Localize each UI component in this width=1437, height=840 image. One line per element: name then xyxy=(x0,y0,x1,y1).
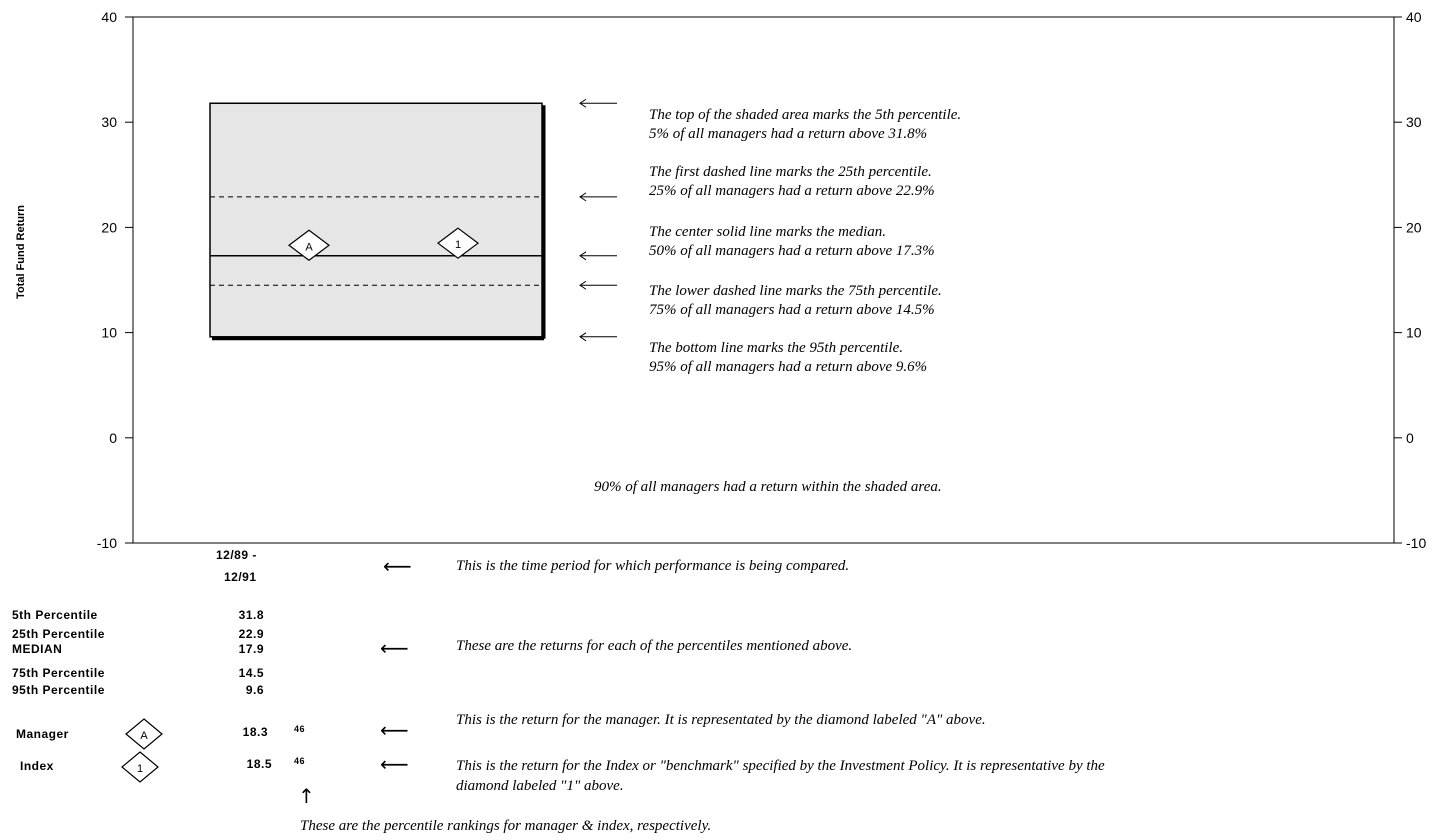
manager-diamond-icon: A xyxy=(125,718,163,750)
annotation-line2-2: 50% of all managers had a return above 1… xyxy=(649,243,935,259)
index-note-line2: diamond labeled "1" above. xyxy=(456,778,624,794)
y-tick-label-right: 10 xyxy=(1406,325,1422,341)
row-label-p95: 95th Percentile xyxy=(12,683,105,697)
row-value-p95: 9.6 xyxy=(245,683,264,697)
annotations: The top of the shaded area marks the 5th… xyxy=(579,98,961,375)
row-value-median: 17.9 xyxy=(238,642,264,656)
row-value-p25: 22.9 xyxy=(238,627,264,641)
y-axis-label: Total Fund Return xyxy=(15,205,27,299)
row-value-p75: 14.5 xyxy=(238,666,264,680)
annotation-arrowhead-2 xyxy=(579,251,587,261)
y-tick-label-right: 0 xyxy=(1406,430,1414,446)
y-tick-label-left: -10 xyxy=(97,535,117,551)
row-value-p5: 31.8 xyxy=(238,608,264,622)
marker-label-1: 1 xyxy=(455,239,461,251)
shaded-range-5th-95th xyxy=(209,102,543,338)
period-arrow-icon: ⟵ xyxy=(383,554,412,578)
percentiles-note: These are the returns for each of the pe… xyxy=(456,638,853,654)
manager-note: This is the return for the manager. It i… xyxy=(456,712,986,728)
period-label-line1: 12/89 - xyxy=(216,548,257,562)
y-tick-label-right: 30 xyxy=(1406,114,1422,130)
y-axis-left: -10 0 10 20 30 40 xyxy=(97,9,133,551)
annotation-line1-0: The top of the shaded area marks the 5th… xyxy=(649,107,961,123)
svg-text:A: A xyxy=(140,730,148,742)
manager-label: Manager xyxy=(16,727,69,741)
row-label-p75: 75th Percentile xyxy=(12,666,105,680)
index-label: Index xyxy=(20,759,54,773)
annotation-arrowhead-3 xyxy=(579,280,587,290)
index-rank: 46 xyxy=(294,756,306,766)
period-note: This is the time period for which perfor… xyxy=(456,558,850,574)
annotation-line1-1: The first dashed line marks the 25th per… xyxy=(649,164,932,180)
y-tick-label-right: 40 xyxy=(1406,9,1422,25)
index-diamond-icon: 1 xyxy=(121,751,159,783)
y-tick-label-right: -10 xyxy=(1406,535,1426,551)
shaded-area-note: 90% of all managers had a return within … xyxy=(594,479,942,495)
manager-rank: 46 xyxy=(294,724,306,734)
annotation-line1-2: The center solid line marks the median. xyxy=(649,224,886,240)
y-tick-label-left: 0 xyxy=(109,430,117,446)
marker-label-A: A xyxy=(305,241,313,253)
y-tick-label-left: 30 xyxy=(101,114,117,130)
annotation-line2-3: 75% of all managers had a return above 1… xyxy=(649,302,935,318)
row-label-median: MEDIAN xyxy=(12,642,63,656)
y-tick-label-right: 20 xyxy=(1406,219,1422,235)
percentile-box xyxy=(209,102,546,341)
annotation-line2-4: 95% of all managers had a return above 9… xyxy=(649,359,927,375)
ranking-arrow-up-icon: ↑ xyxy=(298,784,315,808)
annotation-line2-0: 5% of all managers had a return above 31… xyxy=(649,126,927,142)
y-tick-label-left: 20 xyxy=(101,219,117,235)
y-tick-label-left: 10 xyxy=(101,325,117,341)
manager-arrow-icon: ⟵ xyxy=(380,718,409,742)
index-arrow-icon: ⟵ xyxy=(380,752,409,776)
annotation-line2-1: 25% of all managers had a return above 2… xyxy=(649,183,935,199)
percentiles-arrow-icon: ⟵ xyxy=(380,636,409,660)
index-note-line1: This is the return for the Index or "ben… xyxy=(456,758,1105,774)
annotation-arrowhead-4 xyxy=(579,332,587,342)
ranking-note: These are the percentile rankings for ma… xyxy=(300,818,712,834)
y-tick-label-left: 40 xyxy=(101,9,117,25)
row-label-p5: 5th Percentile xyxy=(12,608,98,622)
marker-diamond-1 xyxy=(437,227,479,259)
annotation-arrowhead-0 xyxy=(579,98,587,108)
svg-text:1: 1 xyxy=(137,763,143,775)
annotation-arrowhead-1 xyxy=(579,192,587,202)
percentile-box-chart: -10 0 10 20 30 40 -10 0 10 20 30 40 Total Fund Ret… xyxy=(15,9,1426,551)
period-label-line2: 12/91 xyxy=(224,570,257,584)
annotation-line1-3: The lower dashed line marks the 75th per… xyxy=(649,283,942,299)
manager-value: 18.3 xyxy=(242,725,268,739)
index-value: 18.5 xyxy=(246,757,272,771)
marker-diamond-A xyxy=(288,229,330,262)
annotation-line1-4: The bottom line marks the 95th percentil… xyxy=(649,340,903,356)
y-axis-right: -10 0 10 20 30 40 xyxy=(1394,9,1426,551)
row-label-p25: 25th Percentile xyxy=(12,627,105,641)
